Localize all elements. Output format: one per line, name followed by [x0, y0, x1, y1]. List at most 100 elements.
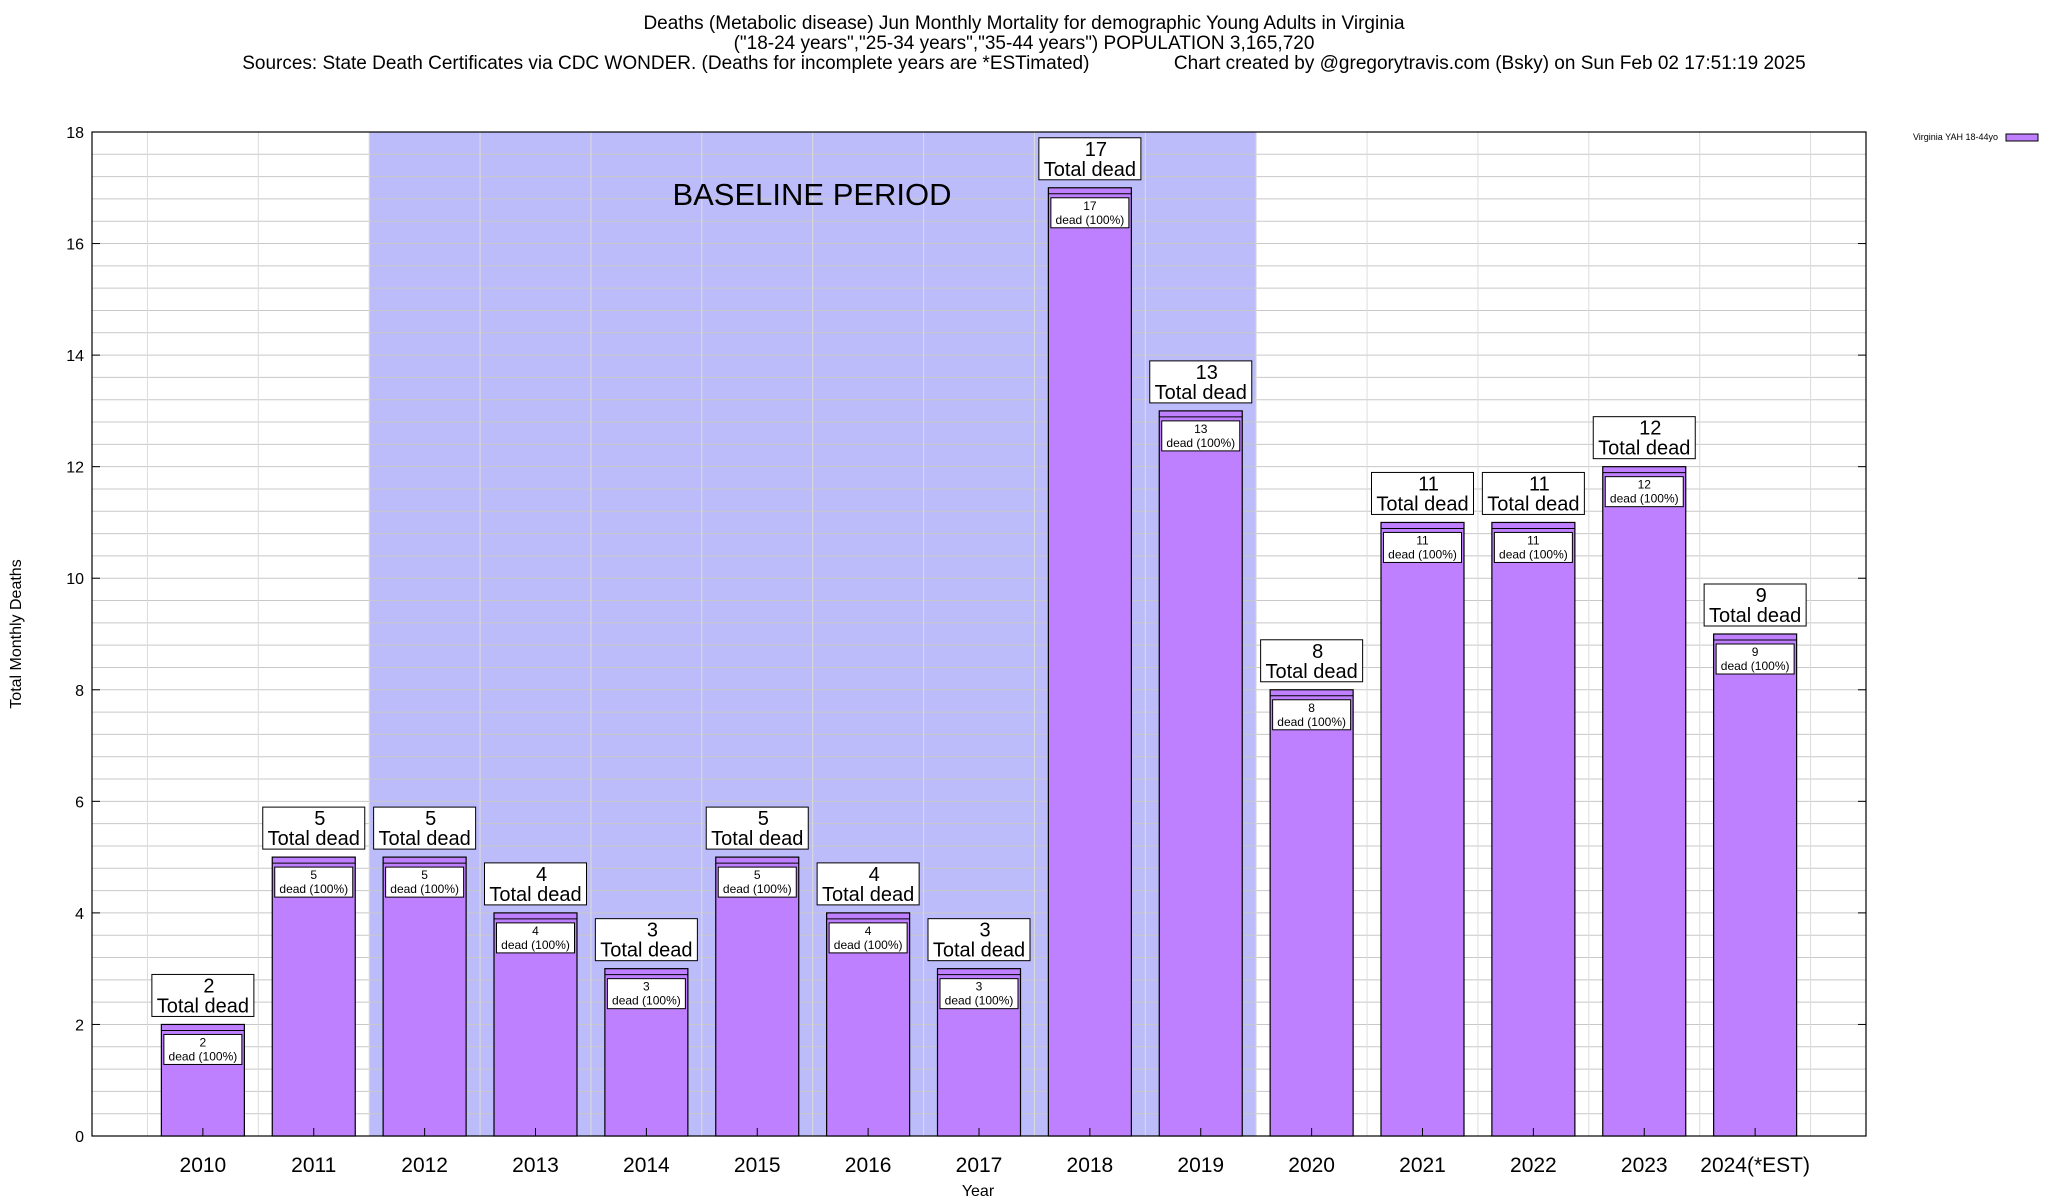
inner-label-count: 3 [643, 980, 650, 994]
x-tick-label: 2019 [1177, 1154, 1224, 1177]
total-label-box [816, 862, 920, 906]
total-label-box [594, 918, 698, 962]
bar [1158, 410, 1243, 1137]
inner-label-text: dead (100%) [1610, 492, 1679, 506]
total-label-box [927, 918, 1031, 962]
inner-label-count: 5 [310, 868, 317, 882]
inner-label-count: 17 [1083, 199, 1097, 213]
inner-label-text: dead (100%) [1499, 547, 1568, 561]
inner-label-text: dead (100%) [169, 1049, 238, 1063]
chart-title: Deaths (Metabolic disease) Jun Monthly M… [643, 13, 1405, 34]
total-label-count: 3 [647, 920, 658, 942]
inner-label-count: 13 [1194, 422, 1208, 436]
total-label-count: 4 [536, 864, 547, 886]
x-tick-label: 2020 [1288, 1154, 1335, 1177]
x-tick-label: 2010 [180, 1154, 227, 1177]
y-tick-label: 2 [75, 1017, 84, 1034]
total-label-text: Total dead [711, 828, 803, 850]
total-label-box [1371, 471, 1474, 515]
total-label-count: 9 [1756, 585, 1767, 607]
x-tick-label: 2011 [291, 1154, 336, 1177]
inner-label-box [1161, 420, 1241, 452]
bar [1269, 689, 1354, 1137]
total-label-count: 11 [1529, 473, 1550, 495]
total-label-count: 13 [1196, 362, 1218, 384]
total-label-text: Total dead [268, 828, 360, 850]
bar [1047, 187, 1132, 1137]
x-tick-label: 2015 [734, 1154, 781, 1177]
total-label-count: 17 [1085, 139, 1107, 161]
total-label-text: Total dead [1709, 605, 1801, 627]
inner-label-count: 12 [1638, 478, 1652, 492]
inner-label-box [163, 1033, 243, 1065]
total-label-text: Total dead [1487, 493, 1579, 515]
inner-label-count: 5 [421, 868, 428, 882]
total-label-text: Total dead [378, 828, 470, 850]
bar [1602, 466, 1687, 1137]
total-label-count: 5 [314, 808, 325, 830]
inner-label-box [1272, 699, 1352, 731]
y-tick-label: 0 [75, 1129, 84, 1146]
total-label-text: Total dead [933, 940, 1025, 962]
total-label-box [1481, 471, 1585, 515]
inner-label-text: dead (100%) [390, 882, 459, 896]
x-tick-label: 2024(*EST) [1700, 1154, 1810, 1177]
inner-label-box [828, 922, 908, 954]
inner-label-box [939, 978, 1019, 1010]
total-label-text: Total dead [1265, 661, 1357, 683]
inner-label-count: 8 [1308, 701, 1315, 715]
total-label-text: Total dead [157, 995, 249, 1017]
y-tick-label: 10 [66, 571, 84, 588]
bar [1380, 521, 1465, 1137]
chart-subtitle: ("18-24 years","25-34 years","35-44 year… [733, 33, 1315, 54]
inner-label-text: dead (100%) [834, 938, 903, 952]
total-label-text: Total dead [1044, 159, 1136, 181]
x-tick-label: 2017 [956, 1154, 1003, 1177]
x-axis-label: Year [962, 1183, 995, 1200]
inner-label-box [1604, 476, 1684, 508]
inner-label-box [274, 866, 354, 898]
inner-label-text: dead (100%) [501, 938, 570, 952]
inner-label-box [717, 866, 797, 898]
inner-label-count: 4 [532, 924, 539, 938]
total-label-box [262, 806, 366, 850]
x-tick-label: 2023 [1621, 1154, 1668, 1177]
x-tick-label: 2021 [1399, 1154, 1446, 1177]
total-label-text: Total dead [1155, 382, 1247, 404]
baseline-period-label: BASELINE PERIOD [672, 177, 951, 212]
total-label-text: Total dead [600, 940, 692, 962]
x-tick-label: 2022 [1510, 1154, 1557, 1177]
inner-label-text: dead (100%) [612, 994, 681, 1008]
inner-label-box [1493, 531, 1573, 563]
bar [715, 856, 800, 1137]
bar [382, 856, 467, 1137]
total-label-count: 11 [1418, 473, 1439, 495]
source-note: Sources: State Death Certificates via CD… [242, 53, 1090, 74]
y-tick-label: 16 [66, 237, 84, 254]
total-label-box [1592, 416, 1696, 460]
total-label-box [1149, 360, 1253, 404]
total-label-count: 2 [203, 975, 214, 997]
inner-label-text: dead (100%) [1388, 547, 1457, 561]
inner-label-text: dead (100%) [279, 882, 348, 896]
bar [1491, 521, 1576, 1137]
total-label-count: 3 [979, 920, 990, 942]
total-label-count: 4 [869, 864, 880, 886]
x-tick-label: 2016 [845, 1154, 892, 1177]
inner-label-box [1050, 197, 1130, 229]
total-label-count: 5 [425, 808, 436, 830]
inner-label-text: dead (100%) [1277, 715, 1346, 729]
total-label-text: Total dead [1598, 438, 1690, 460]
x-tick-label: 2018 [1067, 1154, 1114, 1177]
chart-title-block: Deaths (Metabolic disease) Jun Monthly M… [0, 14, 2048, 74]
inner-label-count: 3 [976, 980, 983, 994]
y-tick-label: 14 [66, 348, 84, 365]
total-label-count: 12 [1639, 418, 1661, 440]
credit-note: Chart created by @gregorytravis.com (Bsk… [1173, 53, 1806, 74]
y-tick-label: 8 [75, 683, 84, 700]
inner-label-count: 2 [200, 1035, 207, 1049]
inner-label-count: 9 [1752, 645, 1759, 659]
inner-label-count: 11 [1416, 533, 1429, 547]
inner-label-count: 11 [1527, 533, 1540, 547]
